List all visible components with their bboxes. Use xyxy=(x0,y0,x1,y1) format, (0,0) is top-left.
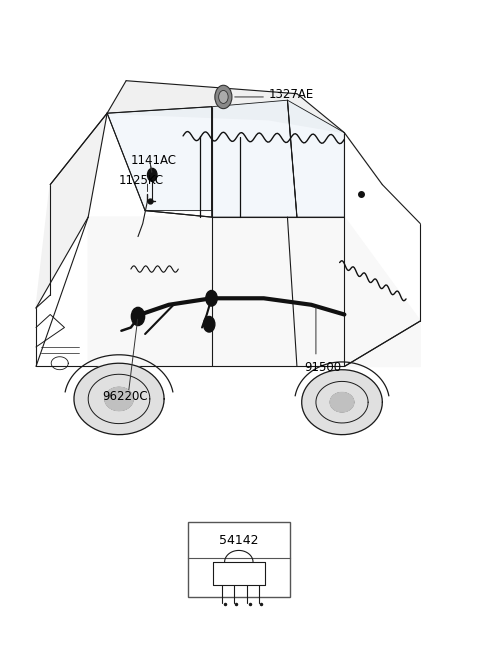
Polygon shape xyxy=(107,81,383,185)
Text: 91500: 91500 xyxy=(304,362,341,374)
Polygon shape xyxy=(88,217,420,366)
Text: 1125KC: 1125KC xyxy=(119,174,164,187)
Circle shape xyxy=(206,290,217,306)
Polygon shape xyxy=(288,100,344,217)
Polygon shape xyxy=(330,392,354,412)
Polygon shape xyxy=(107,107,212,211)
Polygon shape xyxy=(74,364,164,435)
Polygon shape xyxy=(302,369,383,435)
Circle shape xyxy=(219,90,228,103)
Text: 96220C: 96220C xyxy=(102,390,148,403)
Polygon shape xyxy=(212,100,297,217)
Polygon shape xyxy=(105,387,133,411)
Circle shape xyxy=(204,316,215,332)
Circle shape xyxy=(215,85,232,109)
Bar xyxy=(188,522,290,597)
Polygon shape xyxy=(36,113,107,308)
Text: 1141AC: 1141AC xyxy=(131,154,177,167)
Text: 1327AE: 1327AE xyxy=(268,88,314,102)
Circle shape xyxy=(147,168,157,181)
Circle shape xyxy=(132,307,144,326)
Text: 54142: 54142 xyxy=(219,534,259,547)
